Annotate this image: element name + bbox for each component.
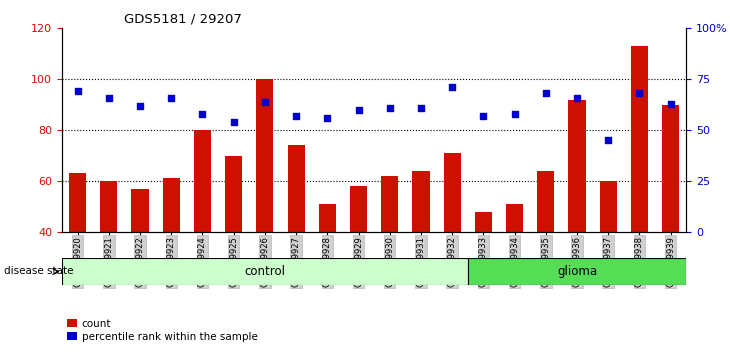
- Point: [665, 101, 677, 107]
- Point: [166, 95, 177, 101]
- Point: [103, 95, 115, 101]
- Bar: [194, 130, 211, 333]
- Bar: [537, 171, 554, 333]
- Text: GDS5181 / 29207: GDS5181 / 29207: [124, 12, 242, 25]
- Bar: [225, 155, 242, 333]
- Point: [571, 95, 583, 101]
- Legend: count, percentile rank within the sample: count, percentile rank within the sample: [67, 319, 258, 342]
- Bar: [62, 258, 468, 285]
- Bar: [412, 171, 429, 333]
- Bar: [319, 204, 336, 333]
- Bar: [569, 99, 585, 333]
- Point: [634, 91, 645, 96]
- Bar: [69, 173, 86, 333]
- Point: [321, 115, 333, 121]
- Point: [228, 119, 239, 125]
- Point: [134, 103, 146, 109]
- Bar: [506, 204, 523, 333]
- Bar: [256, 79, 274, 333]
- Bar: [100, 181, 118, 333]
- Point: [291, 113, 302, 119]
- Bar: [599, 181, 617, 333]
- Bar: [350, 186, 367, 333]
- Point: [477, 113, 489, 119]
- Bar: [444, 153, 461, 333]
- Text: control: control: [245, 265, 285, 278]
- Bar: [662, 105, 679, 333]
- Point: [259, 99, 271, 104]
- Text: disease state: disease state: [4, 266, 73, 276]
- Point: [602, 137, 614, 143]
- Bar: [381, 176, 399, 333]
- Point: [446, 85, 458, 90]
- Point: [353, 107, 364, 113]
- Bar: [131, 189, 149, 333]
- Bar: [468, 258, 686, 285]
- Point: [72, 88, 83, 94]
- Point: [540, 91, 552, 96]
- Bar: [474, 211, 492, 333]
- Point: [196, 111, 208, 117]
- Bar: [288, 145, 304, 333]
- Text: glioma: glioma: [557, 265, 597, 278]
- Point: [509, 111, 520, 117]
- Point: [415, 105, 427, 110]
- Point: [384, 105, 396, 110]
- Bar: [163, 178, 180, 333]
- Bar: [631, 46, 648, 333]
